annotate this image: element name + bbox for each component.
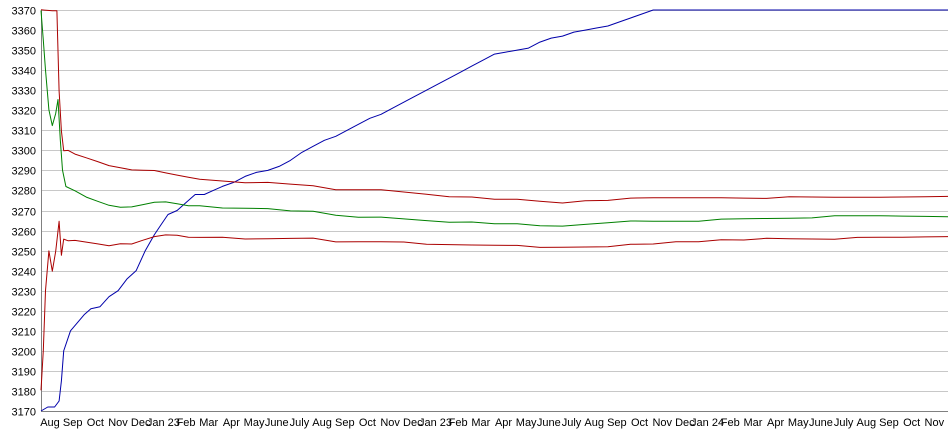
y-tick-label: 3290 <box>12 166 36 178</box>
y-tick-label: 3240 <box>12 267 36 279</box>
x-tick-label: July <box>834 417 854 429</box>
x-tick-label: Feb <box>177 417 196 429</box>
x-tick-label: May <box>788 417 809 429</box>
gridlines <box>41 10 948 412</box>
y-tick-label: 3210 <box>12 327 36 339</box>
x-tick-label: Sep <box>63 417 83 429</box>
x-tick-label: Jan 23 <box>419 417 452 429</box>
x-tick-label: Nov <box>652 417 672 429</box>
series-line-4 <box>40 220 949 391</box>
y-tick-label: 3260 <box>12 227 36 239</box>
y-tick-label: 3320 <box>12 106 36 118</box>
series-line-2 <box>40 9 949 204</box>
x-tick-label: May <box>516 417 537 429</box>
y-tick-label: 3340 <box>12 66 36 78</box>
y-tick-label: 3190 <box>12 367 36 379</box>
x-tick-label: May <box>244 417 265 429</box>
x-tick-label: Aug <box>312 417 332 429</box>
x-tick-label: Nov <box>925 417 945 429</box>
x-tick-label: June <box>265 417 289 429</box>
x-tick-label: Apr <box>767 417 784 429</box>
y-tick-label: 3350 <box>12 46 36 58</box>
x-tick-label: Apr <box>495 417 512 429</box>
x-tick-label: Dec <box>131 417 151 429</box>
x-tick-label: Mar <box>471 417 490 429</box>
x-tick-label: Mar <box>743 417 762 429</box>
x-tick-label: Aug <box>857 417 877 429</box>
series-line-3 <box>40 10 949 227</box>
series-layer <box>40 9 949 412</box>
series-line-1 <box>40 9 948 412</box>
y-tick-label: 3330 <box>12 86 36 98</box>
x-tick-label: Feb <box>449 417 468 429</box>
x-tick-label: July <box>290 417 310 429</box>
y-tick-label: 3220 <box>12 307 36 319</box>
x-tick-label: Aug <box>584 417 604 429</box>
x-tick-label: Sep <box>879 417 899 429</box>
x-tick-label: Oct <box>359 417 376 429</box>
y-tick-label: 3200 <box>12 347 36 359</box>
y-tick-label: 3250 <box>12 247 36 259</box>
x-tick-label: Jan 23 <box>147 417 180 429</box>
y-tick-label: 3310 <box>12 126 36 138</box>
y-tick-label: 3170 <box>12 407 36 419</box>
x-tick-label: Dec <box>403 417 423 429</box>
y-tick-label: 3370 <box>12 6 36 18</box>
x-tick-label: Mar <box>199 417 218 429</box>
x-tick-label: Jan 24 <box>691 417 724 429</box>
x-tick-label: June <box>809 417 833 429</box>
x-tick-label: Oct <box>903 417 920 429</box>
x-tick-label: Nov <box>108 417 128 429</box>
x-tick-label: Sep <box>335 417 355 429</box>
y-tick-label: 3280 <box>12 186 36 198</box>
x-tick-label: Dec <box>675 417 695 429</box>
y-tick-label: 3360 <box>12 26 36 38</box>
x-tick-label: Oct <box>631 417 648 429</box>
x-tick-label: Sep <box>607 417 627 429</box>
y-tick-label: 3300 <box>12 146 36 158</box>
x-tick-label: Feb <box>721 417 740 429</box>
x-tick-label: July <box>562 417 582 429</box>
x-tick-label: Apr <box>223 417 240 429</box>
y-tick-label: 3230 <box>12 287 36 299</box>
y-axis-tick-labels: 3170 3180 3190 3200 3210 3220 3230 3240 3250 3260… <box>12 6 36 419</box>
x-tick-label: Nov <box>380 417 400 429</box>
x-tick-label: June <box>537 417 561 429</box>
y-tick-label: 3270 <box>12 207 36 219</box>
x-tick-label: Aug <box>40 417 60 429</box>
y-tick-label: 3180 <box>12 387 36 399</box>
x-tick-label: Oct <box>87 417 104 429</box>
